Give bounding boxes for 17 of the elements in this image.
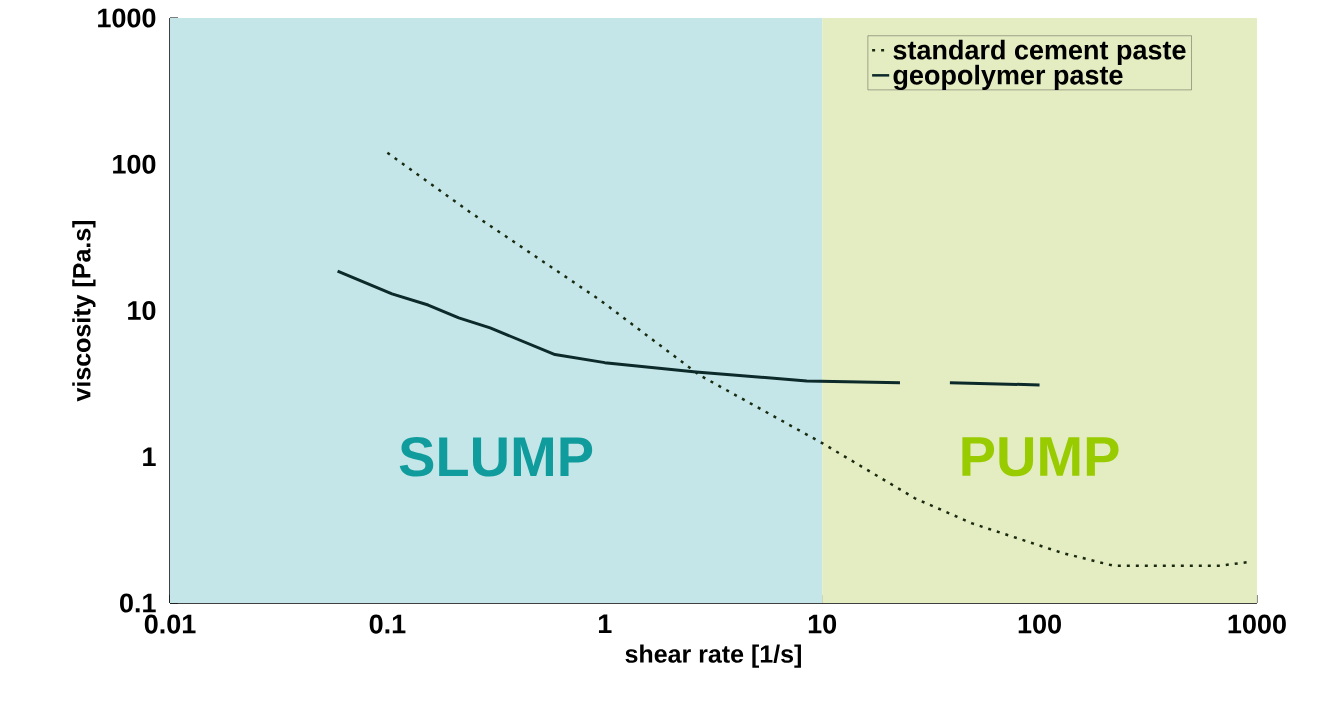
x-axis-title: shear rate [1/s] bbox=[625, 644, 801, 668]
y-tick-label: 0.1 bbox=[120, 593, 156, 613]
x-tick-label: 0.01 bbox=[144, 614, 196, 634]
x-tick-label: 100 bbox=[1018, 614, 1061, 634]
y-tick-label: 100 bbox=[113, 154, 156, 174]
y-tick-label: 10 bbox=[128, 300, 156, 321]
legend-label: geopolymer paste bbox=[893, 64, 1123, 91]
legend-label: standard cement paste bbox=[893, 39, 1186, 65]
y-tick-label: 1 bbox=[143, 447, 156, 467]
x-tick-label: 10 bbox=[808, 614, 837, 634]
y-axis-title: viscosity [Pa.s] bbox=[72, 220, 96, 402]
x-tick-label: 0.1 bbox=[369, 614, 406, 634]
x-tick-label: 1 bbox=[598, 614, 612, 634]
band-label: SLUMP bbox=[399, 436, 593, 477]
band-label: PUMP bbox=[962, 437, 1119, 477]
x-tick-label: 1000 bbox=[1228, 614, 1286, 634]
y-tick-label: 1000 bbox=[98, 8, 156, 28]
